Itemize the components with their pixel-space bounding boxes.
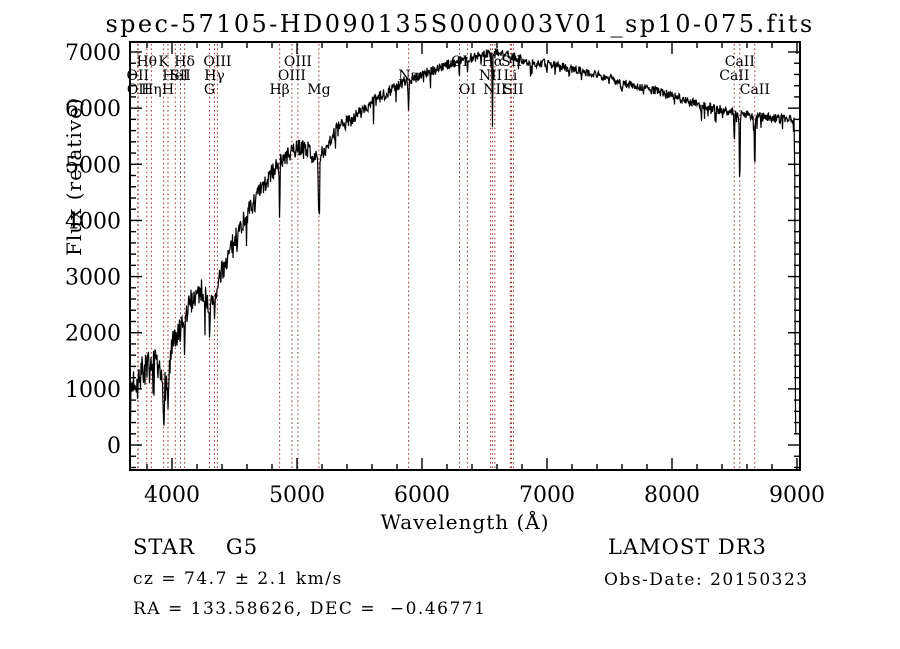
annotation-cz: cz = 74.7 ± 2.1 km/s <box>133 569 343 589</box>
y-tick-label: 6000 <box>65 97 121 122</box>
spectral-line-label: Mg <box>307 82 330 98</box>
y-tick-label: 0 <box>107 434 121 459</box>
x-tick-label: 8000 <box>644 483 700 508</box>
spectrum-curve <box>129 47 797 434</box>
spectral-line-label: CaII <box>725 54 755 70</box>
y-tick-label: 4000 <box>65 209 121 234</box>
spectral-line-label: SII <box>170 68 191 84</box>
y-tick-label: 1000 <box>65 378 121 403</box>
spectral-line-label: Hβ <box>269 82 289 98</box>
spectral-line-label: CaII <box>719 68 749 84</box>
annotation-obs-date: Obs-Date: 20150323 <box>604 570 809 590</box>
spectral-line-label: Hγ <box>204 68 225 84</box>
spectral-line-label: Hα <box>482 54 504 70</box>
y-tick-label: 5000 <box>65 153 121 178</box>
spectral-line-label: H <box>162 82 174 98</box>
spectral-line-label: G <box>204 82 215 98</box>
x-tick-label: 5000 <box>269 483 325 508</box>
spectral-line-label: NII <box>479 68 502 84</box>
spectral-line-label: Li <box>504 68 518 84</box>
y-tick-label: 2000 <box>65 322 121 347</box>
spectral-line-label: SII <box>503 82 524 98</box>
annotation-object-type: STAR G5 <box>133 535 259 559</box>
spectral-line-label: NII <box>483 82 506 98</box>
y-tick-label: 7000 <box>65 41 121 66</box>
spectral-line-label: OIII <box>284 54 312 70</box>
x-tick-label: 4000 <box>144 483 200 508</box>
x-tick-label: 7000 <box>519 483 575 508</box>
spectral-line-label: HeI <box>162 68 188 84</box>
plot-title: spec-57105-HD090135S000003V01_sp10-075.f… <box>105 10 815 38</box>
spectral-line-label: Hδ <box>174 54 195 70</box>
spectral-line-label: OIII <box>203 54 231 70</box>
spectral-line-label: OII <box>127 68 150 84</box>
y-tick-label: 3000 <box>65 266 121 291</box>
spectral-line-label: CaII <box>740 82 770 98</box>
annotation-radec: RA = 133.58626, DEC = −0.46771 <box>133 599 487 619</box>
spectral-line-label: SII <box>501 54 522 70</box>
spectral-line-label: Hη <box>141 82 162 98</box>
spectral-line-label: OIII <box>278 68 306 84</box>
spectral-line-label: OI <box>451 54 468 70</box>
spectral-line-label: OI <box>459 82 476 98</box>
annotation-survey: LAMOST DR3 <box>608 535 767 559</box>
x-tick-label: 6000 <box>394 483 450 508</box>
x-tick-label: 9000 <box>769 483 825 508</box>
spectral-line-label: Hθ <box>136 54 157 70</box>
spectral-line-label: K <box>158 54 169 70</box>
spectral-line-label: Na <box>398 68 419 84</box>
spectral-line-label: OII <box>127 82 150 98</box>
plot-frame <box>129 41 801 471</box>
x-axis-title: Wavelength (Å) <box>380 510 550 534</box>
